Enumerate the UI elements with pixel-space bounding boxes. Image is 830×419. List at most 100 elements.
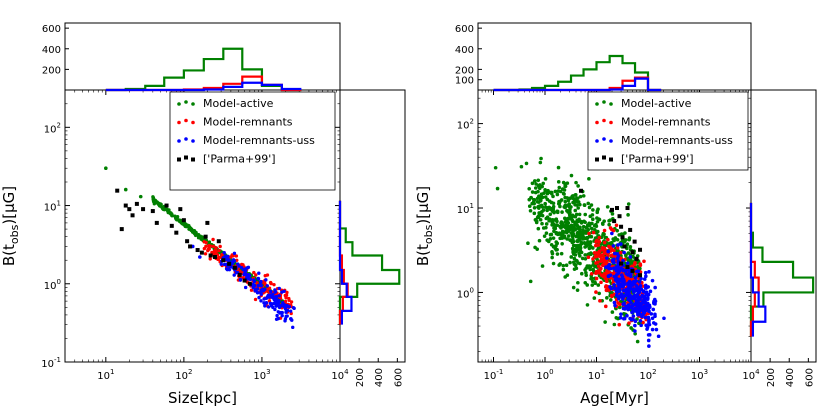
- data-point: [649, 312, 654, 316]
- y-tick-label: 100: [44, 278, 61, 292]
- data-point: [573, 208, 578, 213]
- top-hist-tick-label: 600: [42, 24, 61, 35]
- data-point: [646, 293, 651, 297]
- data-point: [633, 323, 637, 328]
- data-point: [251, 282, 255, 286]
- data-point: [554, 230, 559, 235]
- data-point: [604, 279, 609, 284]
- data-point: [643, 315, 648, 320]
- data-point: [543, 177, 548, 181]
- data-point: [273, 298, 277, 302]
- data-point: [206, 247, 210, 252]
- top-hist-model-remnants-uss: [105, 81, 302, 92]
- data-point: [537, 238, 542, 243]
- data-point: [611, 244, 616, 248]
- data-point: [581, 235, 586, 240]
- data-point: [576, 206, 580, 210]
- data-point: [627, 321, 631, 325]
- data-point: [560, 210, 564, 214]
- data-point: [599, 266, 603, 271]
- data-point: [654, 327, 659, 332]
- data-point: [625, 261, 630, 265]
- data-point: [586, 227, 591, 232]
- legend-marker-dot: [602, 137, 606, 141]
- data-point: [645, 325, 650, 330]
- data-point: [620, 235, 625, 240]
- data-point: [587, 177, 591, 181]
- legend-marker-square: [609, 157, 613, 162]
- data-point: [232, 265, 237, 270]
- data-point: [591, 217, 595, 222]
- data-point: [647, 320, 651, 324]
- data-point: [612, 248, 616, 253]
- data-point: [527, 204, 532, 208]
- data-point: [287, 298, 291, 302]
- data-point: [248, 277, 253, 282]
- legend-marker-square: [595, 157, 599, 162]
- data-point: [253, 287, 258, 292]
- data-point: [258, 280, 263, 285]
- legend-box: [169, 91, 336, 191]
- data-point: [541, 208, 546, 212]
- right-histogram: 200 400 600: [749, 89, 817, 387]
- data-point: [234, 254, 239, 258]
- data-point: [216, 257, 221, 261]
- data-point: [568, 224, 573, 229]
- data-point: [639, 304, 643, 309]
- data-point: [613, 303, 617, 308]
- data-point: [610, 310, 615, 314]
- data-point: [263, 274, 267, 278]
- data-point: [603, 259, 608, 264]
- data-point: [591, 257, 595, 261]
- data-point: [629, 326, 633, 330]
- series-model-active: [493, 156, 645, 344]
- data-point: [188, 244, 193, 249]
- y-tick-label: 100: [457, 286, 474, 300]
- data-point: [617, 214, 622, 219]
- legend-marker-dot: [184, 118, 188, 123]
- legend-marker-square: [602, 155, 606, 160]
- data-point: [524, 161, 529, 166]
- data-point: [635, 339, 640, 344]
- right-hist-tick-label: 400: [785, 368, 796, 387]
- data-point: [262, 297, 266, 301]
- data-point: [559, 198, 564, 202]
- data-point: [187, 226, 192, 231]
- data-point: [156, 201, 161, 206]
- x-tick-label: 103: [691, 368, 708, 382]
- data-point: [264, 278, 268, 282]
- data-point: [232, 259, 237, 263]
- data-point: [596, 283, 601, 287]
- data-point: [630, 264, 635, 269]
- data-point: [526, 241, 530, 246]
- data-point: [153, 198, 157, 202]
- data-point: [271, 301, 276, 306]
- data-point: [576, 280, 580, 285]
- data-point: [252, 278, 256, 282]
- data-point: [593, 254, 598, 259]
- data-point: [581, 232, 585, 237]
- data-point: [210, 250, 214, 255]
- data-point: [641, 320, 645, 325]
- data-point: [579, 250, 584, 255]
- data-point: [628, 227, 633, 232]
- data-point: [573, 248, 578, 252]
- series--parma-99-: [115, 188, 252, 286]
- data-point: [545, 206, 550, 210]
- data-point: [607, 222, 611, 227]
- data-point: [616, 266, 621, 271]
- data-point: [614, 316, 619, 320]
- data-point: [212, 254, 217, 259]
- legend-marker: [177, 100, 195, 106]
- data-point: [563, 184, 567, 189]
- data-point: [626, 286, 631, 291]
- data-point: [285, 308, 290, 313]
- data-point: [263, 304, 267, 308]
- legend-marker-dot: [184, 137, 188, 141]
- top-hist-tick-label: 200: [42, 65, 61, 76]
- data-point: [563, 195, 567, 200]
- data-point: [199, 250, 204, 255]
- data-point: [241, 268, 246, 272]
- data-point: [548, 212, 553, 217]
- data-point: [167, 210, 171, 215]
